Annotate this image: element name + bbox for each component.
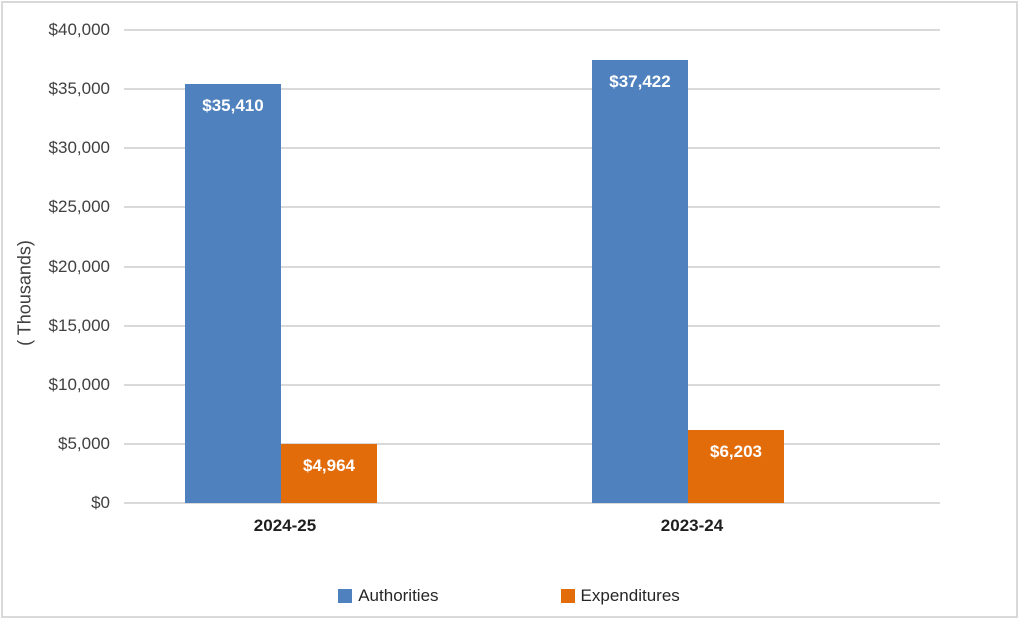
- gridline: [124, 29, 940, 31]
- gridline: [124, 324, 940, 327]
- x-category-label: 2024-25: [253, 516, 317, 535]
- y-tick-label: $15,000: [48, 315, 110, 335]
- x-category-label: 2023-24: [660, 516, 724, 535]
- bar-authorities-2024-25: $35,410: [185, 84, 281, 503]
- legend-item-authorities: Authorities: [338, 586, 439, 606]
- bar-data-label: $6,203: [710, 442, 762, 461]
- gridline: [124, 442, 940, 445]
- y-tick-label: $10,000: [48, 374, 110, 394]
- gridline: [124, 383, 940, 386]
- gridline: [124, 502, 940, 504]
- y-tick-label: $35,000: [48, 79, 110, 99]
- y-tick-label: $20,000: [48, 256, 110, 276]
- legend-label: Expenditures: [580, 586, 680, 605]
- bar-data-label: $4,964: [303, 456, 355, 475]
- bar-expenditures-2023-24: $6,203: [688, 430, 784, 503]
- legend: Authorities Expenditures: [0, 586, 1018, 606]
- y-tick-label: $40,000: [48, 20, 110, 39]
- bar-authorities-2023-24: $37,422: [592, 60, 688, 503]
- y-tick-label: $0: [91, 493, 110, 512]
- bar-data-label: $35,410: [202, 96, 264, 115]
- gridline: [124, 265, 940, 268]
- gridline: [124, 88, 940, 91]
- gridline: [124, 147, 940, 150]
- y-tick-label: $30,000: [48, 138, 110, 158]
- legend-swatch-icon: [338, 589, 353, 603]
- bar-expenditures-2024-25: $4,964: [281, 444, 377, 503]
- legend-item-expenditures: Expenditures: [560, 586, 680, 606]
- legend-label: Authorities: [358, 586, 439, 605]
- y-tick-label: $5,000: [58, 433, 110, 453]
- bar-data-label: $37,422: [609, 72, 671, 91]
- y-tick-label: $25,000: [48, 197, 110, 217]
- legend-swatch-icon: [560, 589, 575, 603]
- gridline: [124, 206, 940, 209]
